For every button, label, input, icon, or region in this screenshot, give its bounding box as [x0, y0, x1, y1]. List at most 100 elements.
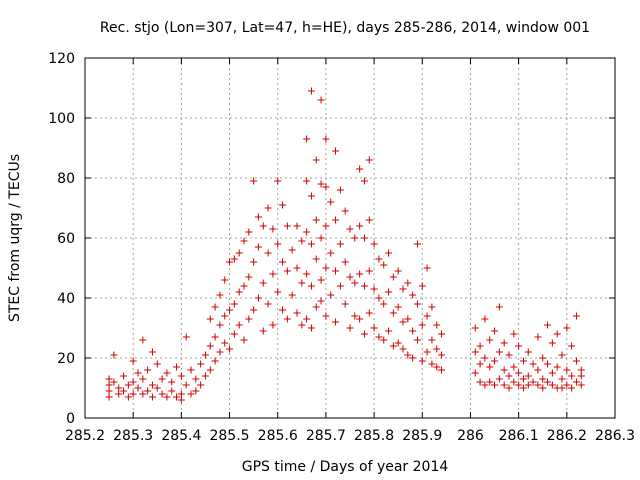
y-tick-label: 120 — [48, 51, 75, 67]
data-point — [187, 366, 195, 374]
data-point — [221, 312, 229, 320]
data-point — [423, 264, 431, 272]
data-point — [351, 312, 359, 320]
data-point — [201, 351, 209, 359]
data-point — [394, 303, 402, 311]
data-point — [153, 384, 161, 392]
data-point — [317, 96, 325, 104]
data-point — [120, 372, 128, 380]
data-point — [303, 177, 311, 185]
data-point — [307, 87, 315, 95]
data-point — [240, 336, 248, 344]
data-point — [346, 324, 354, 332]
y-tick-label: 80 — [57, 171, 75, 187]
data-point — [240, 282, 248, 290]
data-point — [519, 384, 527, 392]
data-point — [274, 288, 282, 296]
data-point — [254, 294, 262, 302]
data-point — [486, 336, 494, 344]
data-point — [245, 273, 253, 281]
data-point — [274, 240, 282, 248]
data-point — [293, 309, 301, 317]
data-point — [505, 384, 513, 392]
data-point — [380, 261, 388, 269]
data-point — [481, 315, 489, 323]
data-point — [279, 258, 287, 266]
data-point — [327, 249, 335, 257]
data-point — [510, 378, 518, 386]
x-axis-label: GPS time / Days of year 2014 — [242, 459, 449, 475]
data-point — [264, 300, 272, 308]
data-point — [365, 216, 373, 224]
data-point — [476, 360, 484, 368]
data-point — [322, 264, 330, 272]
data-point — [563, 381, 571, 389]
data-point — [568, 342, 576, 350]
data-point — [534, 366, 542, 374]
data-point — [433, 363, 441, 371]
data-point — [336, 282, 344, 290]
data-point — [572, 312, 580, 320]
data-point — [307, 192, 315, 200]
data-point — [563, 366, 571, 374]
data-point — [298, 279, 306, 287]
data-point — [182, 381, 190, 389]
data-point — [500, 339, 508, 347]
data-point — [264, 249, 272, 257]
data-point — [341, 258, 349, 266]
data-point — [409, 291, 417, 299]
data-point — [312, 216, 320, 224]
data-point — [351, 279, 359, 287]
data-point — [346, 225, 354, 233]
data-point — [404, 279, 412, 287]
data-point — [250, 258, 258, 266]
data-point — [351, 234, 359, 242]
x-tick-label: 286.2 — [547, 428, 587, 444]
data-point — [317, 276, 325, 284]
data-point — [303, 270, 311, 278]
data-point — [515, 381, 523, 389]
data-point — [385, 288, 393, 296]
data-point — [486, 363, 494, 371]
data-point — [322, 312, 330, 320]
data-point — [235, 249, 243, 257]
data-point — [187, 390, 195, 398]
data-point — [332, 216, 340, 224]
data-point — [201, 372, 209, 380]
data-point — [288, 246, 296, 254]
data-point — [481, 354, 489, 362]
data-point — [226, 306, 234, 314]
data-point — [365, 267, 373, 275]
data-point — [515, 369, 523, 377]
y-tick-label: 40 — [57, 291, 75, 307]
data-point — [177, 396, 185, 404]
data-point — [433, 345, 441, 353]
data-point — [394, 339, 402, 347]
data-point — [500, 366, 508, 374]
data-point — [365, 309, 373, 317]
data-point — [283, 267, 291, 275]
data-point — [307, 240, 315, 248]
data-point — [158, 375, 166, 383]
data-point — [134, 384, 142, 392]
data-point — [481, 381, 489, 389]
data-point — [221, 339, 229, 347]
data-point — [197, 381, 205, 389]
data-point — [524, 372, 532, 380]
data-point — [404, 351, 412, 359]
data-point — [375, 255, 383, 263]
data-point — [370, 240, 378, 248]
data-point — [404, 315, 412, 323]
data-point — [548, 369, 556, 377]
data-point — [399, 345, 407, 353]
data-point — [293, 222, 301, 230]
data-point — [317, 234, 325, 242]
data-point — [572, 357, 580, 365]
data-point — [389, 342, 397, 350]
data-point — [524, 381, 532, 389]
x-tick-label: 286 — [457, 428, 484, 444]
data-point — [163, 393, 171, 401]
data-point — [211, 303, 219, 311]
data-point — [269, 321, 277, 329]
data-point — [438, 330, 446, 338]
